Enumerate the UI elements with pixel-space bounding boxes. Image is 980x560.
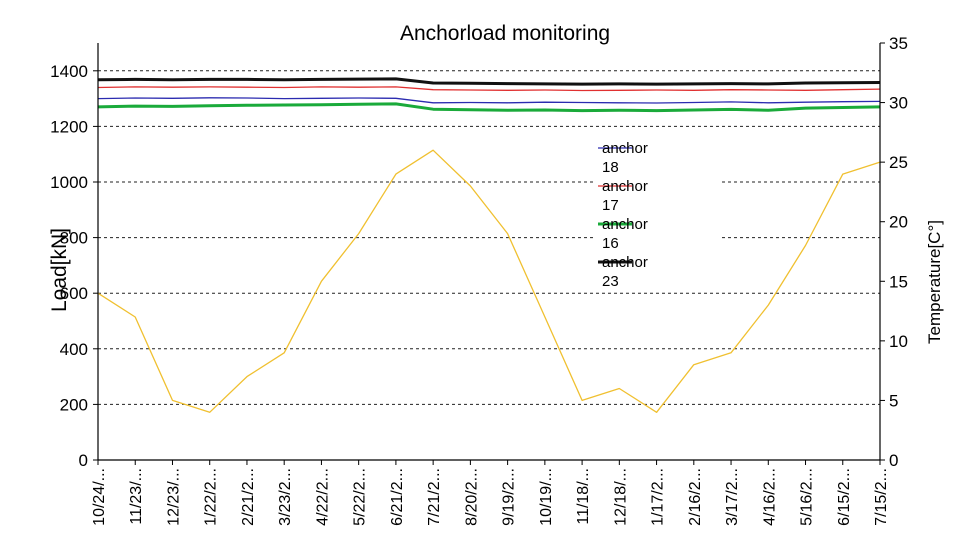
x-tick-label: 10/19/... xyxy=(538,468,555,526)
x-axis-ticks: 10/24/... 11/23/... 12/23/... 1/22/2... 2/21… xyxy=(91,460,890,526)
x-tick-label: 11/23/... xyxy=(128,468,145,525)
y2-tick-label: 20 xyxy=(889,213,908,232)
x-tick-label: 6/15/2... xyxy=(836,468,853,526)
y2-tick-label: 15 xyxy=(889,272,908,291)
y-axis-title: Load[kN] xyxy=(48,228,71,312)
x-tick-label: 6/21/2... xyxy=(389,468,406,526)
y2-tick-label: 35 xyxy=(889,34,908,53)
y2-tick-label: 5 xyxy=(889,391,898,410)
series-line-anchor-16 xyxy=(97,102,881,113)
series-line-anchor-23 xyxy=(97,77,881,86)
x-tick-label: 12/18/... xyxy=(612,468,629,526)
legend-label: anchor 16 xyxy=(602,216,648,252)
chart-title: Anchorload monitoring xyxy=(400,22,610,45)
x-tick-label: 7/15/2... xyxy=(873,468,890,526)
x-tick-label: 10/24/... xyxy=(91,468,108,526)
x-tick-label: 5/16/2... xyxy=(799,468,816,526)
y-tick-label: 800 xyxy=(60,229,88,248)
y2-tick-label: 10 xyxy=(889,332,908,351)
x-tick-label: 4/16/2... xyxy=(761,468,778,526)
x-tick-label: 11/18/... xyxy=(575,468,592,525)
y-tick-label: 400 xyxy=(60,340,88,359)
gridlines xyxy=(98,70,880,405)
x-tick-label: 5/22/2... xyxy=(352,468,369,526)
y2-tick-label: 0 xyxy=(889,451,898,470)
x-tick-label: 9/19/2... xyxy=(501,468,518,526)
series-line-temperature xyxy=(97,149,881,413)
x-tick-label: 1/22/2... xyxy=(203,468,220,526)
y-tick-label: 0 xyxy=(79,451,88,470)
x-tick-label: 1/17/2... xyxy=(650,468,667,526)
x-tick-label: 3/17/2... xyxy=(724,468,741,526)
y-tick-label: 1400 xyxy=(50,62,88,81)
series-layer xyxy=(97,77,881,413)
y-axis-ticks: 0 200 400 600 800 1000 1200 1400 xyxy=(50,62,98,470)
x-tick-label: 8/20/2... xyxy=(463,468,480,526)
x-tick-label: 4/22/2... xyxy=(314,468,331,526)
y2-tick-label: 25 xyxy=(889,153,908,172)
y-tick-label: 1200 xyxy=(50,117,88,136)
y2-axis-ticks: 0 5 10 15 20 25 30 35 xyxy=(880,34,908,470)
x-tick-label: 7/21/2... xyxy=(426,468,443,526)
series-line-anchor-18 xyxy=(97,97,881,104)
x-tick-label: 2/21/2... xyxy=(240,468,257,526)
y-tick-label: 200 xyxy=(60,395,88,414)
legend-label: anchor 17 xyxy=(602,178,648,214)
axes xyxy=(97,43,881,461)
y-tick-label: 1000 xyxy=(50,173,88,192)
y2-tick-label: 30 xyxy=(889,94,908,113)
x-tick-label: 3/23/2... xyxy=(277,468,294,526)
y-tick-label: 600 xyxy=(60,284,88,303)
x-tick-label: 2/16/2... xyxy=(687,468,704,526)
x-tick-label: 12/23/... xyxy=(166,468,183,526)
y2-axis-title: Temperature[C°] xyxy=(925,220,944,344)
series-line-anchor-17 xyxy=(97,86,881,92)
legend-label: anchor 18 xyxy=(602,140,648,176)
legend-label: anchor 23 xyxy=(602,254,648,290)
legend-box xyxy=(594,138,722,290)
